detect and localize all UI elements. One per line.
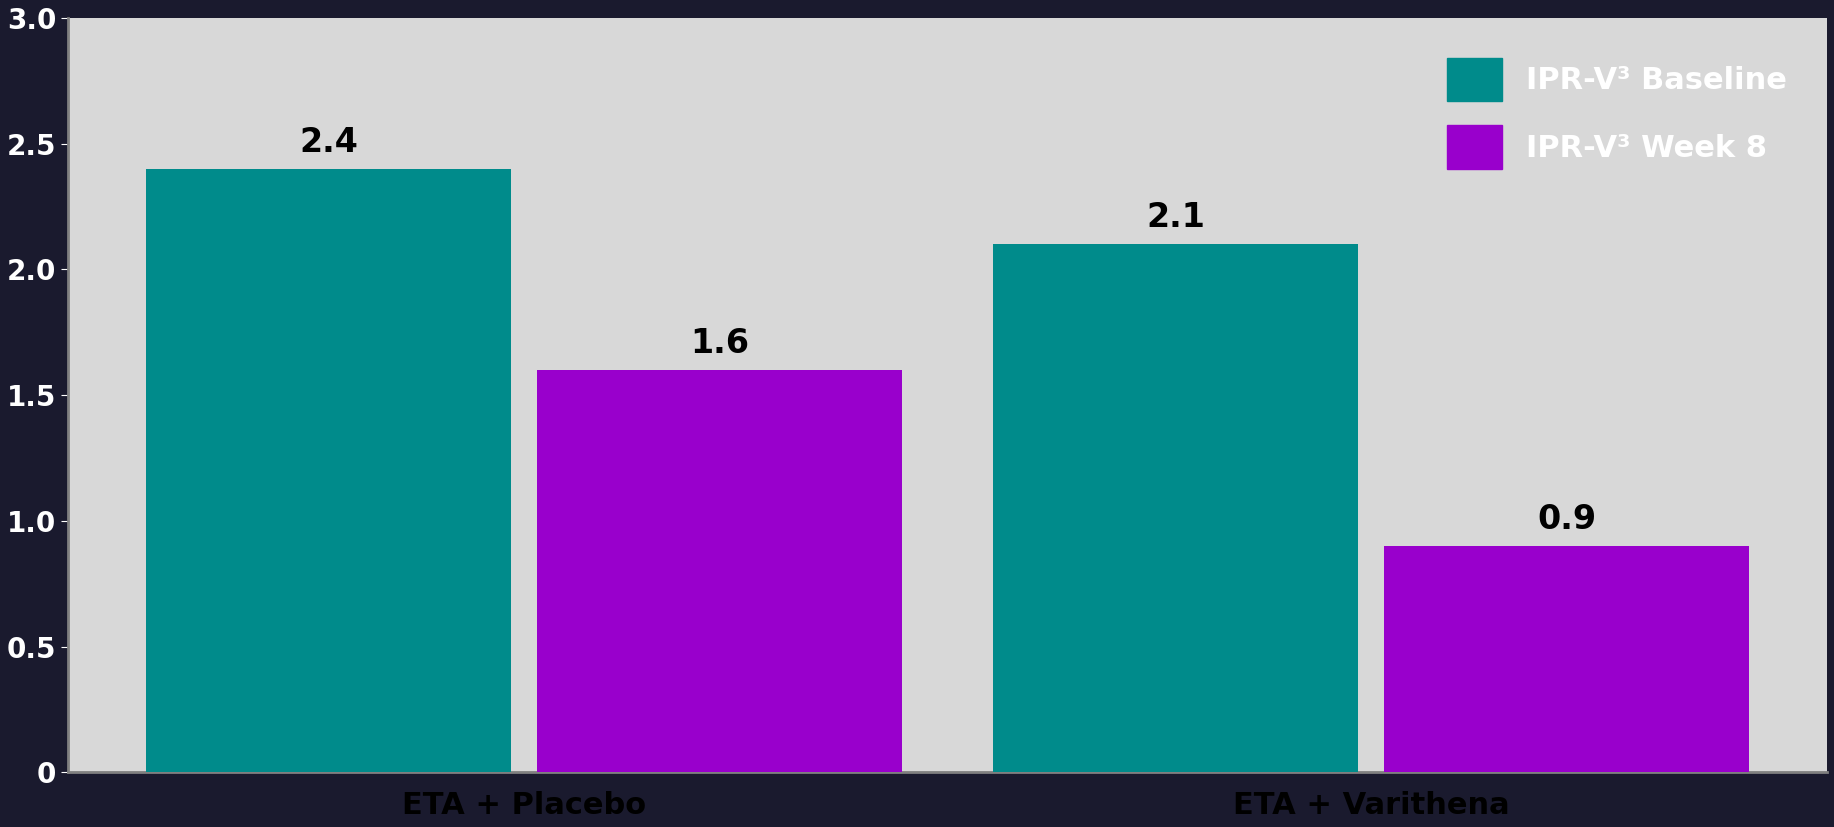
Legend: IPR-V³ Baseline, IPR-V³ Week 8: IPR-V³ Baseline, IPR-V³ Week 8 (1423, 33, 1812, 193)
Bar (1385, 546, 1750, 772)
Bar (537, 370, 902, 772)
Text: 2.1: 2.1 (1146, 201, 1205, 234)
Text: 2.4: 2.4 (299, 126, 358, 159)
Text: 0.9: 0.9 (1537, 503, 1596, 536)
Bar (994, 244, 1357, 772)
Text: 1.6: 1.6 (690, 327, 748, 360)
Bar (147, 169, 512, 772)
